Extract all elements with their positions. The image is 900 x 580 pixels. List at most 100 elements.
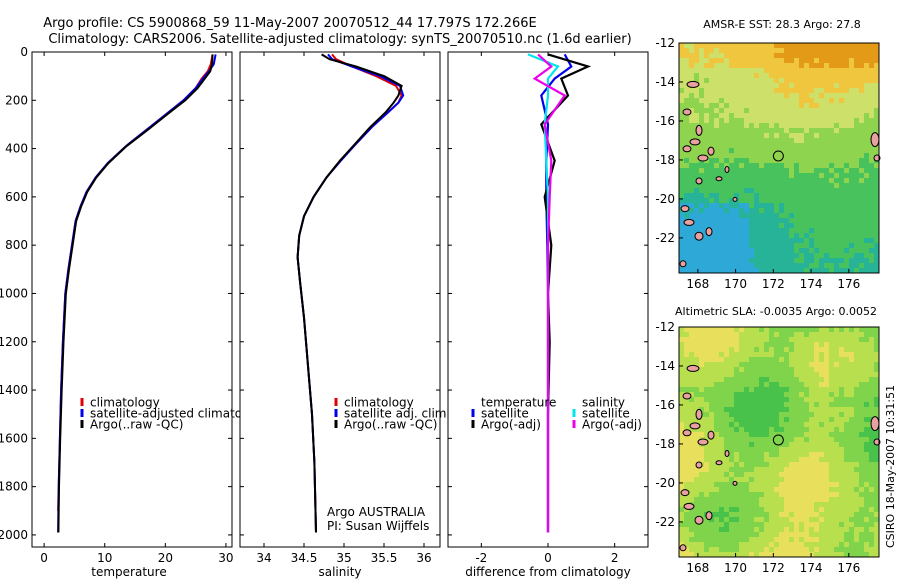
map-cell bbox=[744, 462, 750, 468]
map-cell bbox=[734, 58, 740, 64]
map-cell bbox=[769, 467, 775, 473]
map-cell bbox=[834, 78, 840, 84]
map-cell bbox=[704, 352, 710, 358]
map-cell bbox=[759, 382, 765, 388]
map-cell bbox=[684, 367, 690, 373]
map-cell bbox=[784, 512, 790, 518]
map-cell bbox=[714, 198, 720, 204]
map-cell bbox=[874, 407, 880, 413]
map-cell bbox=[794, 477, 800, 483]
x-tick-label: 170 bbox=[724, 561, 747, 575]
map-cell bbox=[699, 532, 705, 538]
map-cell bbox=[789, 532, 795, 538]
map-cell bbox=[719, 482, 725, 488]
salinity-legend: climatology satellite adj. clim. Argo(..… bbox=[334, 396, 450, 432]
map-cell bbox=[749, 193, 755, 199]
map-cell bbox=[714, 507, 720, 513]
map-cell bbox=[854, 188, 860, 194]
map-cell bbox=[704, 547, 710, 553]
map-cell bbox=[799, 447, 805, 453]
map-cell bbox=[684, 527, 690, 533]
map-cell bbox=[824, 123, 830, 129]
map-cell bbox=[779, 472, 785, 478]
map-cell bbox=[819, 193, 825, 199]
map-cell bbox=[784, 402, 790, 408]
map-cell bbox=[779, 93, 785, 99]
map-cell bbox=[724, 158, 730, 164]
map-cell bbox=[874, 73, 880, 79]
map-cell bbox=[709, 263, 715, 269]
map-cell bbox=[719, 213, 725, 219]
map-cell bbox=[744, 143, 750, 149]
map-cell bbox=[749, 387, 755, 393]
map-cell bbox=[839, 83, 845, 89]
map-cell bbox=[704, 372, 710, 378]
map-cell bbox=[774, 58, 780, 64]
map-cell bbox=[819, 367, 825, 373]
map-cell bbox=[679, 522, 685, 528]
map-cell bbox=[874, 98, 880, 104]
map-cell bbox=[729, 547, 735, 553]
map-cell bbox=[754, 88, 760, 94]
map-cell bbox=[814, 78, 820, 84]
map-cell bbox=[729, 447, 735, 453]
map-cell bbox=[779, 457, 785, 463]
map-cell bbox=[734, 457, 740, 463]
map-cell bbox=[684, 397, 690, 403]
map-cell bbox=[799, 422, 805, 428]
map-cell bbox=[679, 527, 685, 533]
map-cell bbox=[814, 392, 820, 398]
map-cell bbox=[844, 552, 850, 558]
map-cell bbox=[739, 168, 745, 174]
map-cell bbox=[694, 188, 700, 194]
map-cell bbox=[729, 58, 735, 64]
map-cell bbox=[859, 537, 865, 543]
map-cell bbox=[754, 547, 760, 553]
map-cell bbox=[734, 138, 740, 144]
map-cell bbox=[774, 243, 780, 249]
map-cell bbox=[719, 118, 725, 124]
y-tick-label: -20 bbox=[655, 192, 675, 206]
map-cell bbox=[729, 412, 735, 418]
map-cell bbox=[839, 332, 845, 338]
map-cell bbox=[809, 268, 815, 274]
map-cell bbox=[854, 118, 860, 124]
map-cell bbox=[759, 422, 765, 428]
map-cell bbox=[829, 502, 835, 508]
map-cell bbox=[744, 218, 750, 224]
map-cell bbox=[829, 138, 835, 144]
map-cell bbox=[779, 198, 785, 204]
map-cell bbox=[819, 148, 825, 154]
map-cell bbox=[864, 407, 870, 413]
map-cell bbox=[779, 352, 785, 358]
map-cell bbox=[724, 382, 730, 388]
map-cell bbox=[789, 552, 795, 558]
map-cell bbox=[814, 477, 820, 483]
map-cell bbox=[704, 53, 710, 59]
map-cell bbox=[769, 337, 775, 343]
map-cell bbox=[809, 427, 815, 433]
map-cell bbox=[719, 537, 725, 543]
map-cell bbox=[749, 442, 755, 448]
map-cell bbox=[864, 542, 870, 548]
map-cell bbox=[784, 377, 790, 383]
map-cell bbox=[769, 462, 775, 468]
map-cell bbox=[794, 357, 800, 363]
map-cell bbox=[809, 118, 815, 124]
map-cell bbox=[679, 377, 685, 383]
map-cell bbox=[734, 367, 740, 373]
map-cell bbox=[794, 537, 800, 543]
map-cell bbox=[864, 193, 870, 199]
map-cell bbox=[844, 108, 850, 114]
map-cell bbox=[844, 83, 850, 89]
map-cell bbox=[864, 238, 870, 244]
map-cell bbox=[714, 532, 720, 538]
map-cell bbox=[834, 123, 840, 129]
map-cell bbox=[729, 228, 735, 234]
map-cell bbox=[749, 332, 755, 338]
map-cell bbox=[699, 123, 705, 129]
map-cell bbox=[719, 78, 725, 84]
map-cell bbox=[709, 253, 715, 259]
map-cell bbox=[769, 143, 775, 149]
map-cell bbox=[679, 213, 685, 219]
